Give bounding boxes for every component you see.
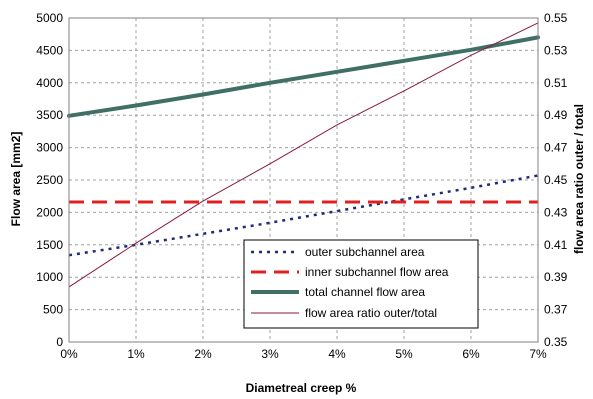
y-tick-label: 5000 xyxy=(36,11,63,25)
plot-border xyxy=(68,17,539,343)
y2-tick-label: 0.53 xyxy=(544,43,568,57)
y2-tick-label: 0.45 xyxy=(544,173,568,187)
x-axis-title: Diametreal creep % xyxy=(246,381,357,395)
y2-tick-label: 0.35 xyxy=(544,335,568,349)
y2-tick-label: 0.43 xyxy=(544,205,568,219)
x-tick-label: 1% xyxy=(127,347,145,361)
y-tick-label: 500 xyxy=(43,303,63,317)
y2-tick-label: 0.51 xyxy=(544,76,568,90)
y-tick-label: 3500 xyxy=(36,108,63,122)
y2-axis-title: flow area ratio outer / total xyxy=(572,104,586,254)
y-tick-label: 2500 xyxy=(36,173,63,187)
y2-tick-label: 0.39 xyxy=(544,270,568,284)
x-tick-label: 6% xyxy=(462,347,480,361)
y2-tick-label: 0.55 xyxy=(544,11,568,25)
axes xyxy=(68,17,539,343)
y-axis-title: Flow area [mm2] xyxy=(9,132,23,227)
y2-tick-label: 0.47 xyxy=(544,141,568,155)
tick-labels: 0 500 1000 1500 2000 2500 3000 3500 4000 4500 5000… xyxy=(36,11,567,361)
y2-tick-label: 0.37 xyxy=(544,303,568,317)
x-tick-label: 5% xyxy=(395,347,413,361)
y2-tick-label: 0.49 xyxy=(544,108,568,122)
x-tick-label: 2% xyxy=(194,347,212,361)
x-tick-label: 7% xyxy=(529,347,547,361)
y-tick-label: 1000 xyxy=(36,270,63,284)
y-tick-label: 4500 xyxy=(36,43,63,57)
y-tick-label: 4000 xyxy=(36,76,63,90)
y2-tick-label: 0.41 xyxy=(544,238,568,252)
legend-label-inner: inner subchannel flow area xyxy=(305,265,449,279)
y-tick-label: 1500 xyxy=(36,238,63,252)
x-tick-label: 4% xyxy=(328,347,346,361)
series-line-2 xyxy=(67,35,540,118)
y-tick-label: 3000 xyxy=(36,141,63,155)
legend: outer subchannel area inner subchannel f… xyxy=(243,239,479,329)
x-tick-label: 3% xyxy=(261,347,279,361)
y-tick-label: 2000 xyxy=(36,205,63,219)
y-tick-label: 0 xyxy=(56,335,63,349)
series-line-3 xyxy=(68,22,539,288)
legend-label-ratio: flow area ratio outer/total xyxy=(305,306,437,320)
x-tick-label: 0% xyxy=(60,347,78,361)
legend-label-total: total channel flow area xyxy=(305,285,425,299)
series-group xyxy=(67,22,540,288)
legend-label-outer: outer subchannel area xyxy=(305,245,425,259)
